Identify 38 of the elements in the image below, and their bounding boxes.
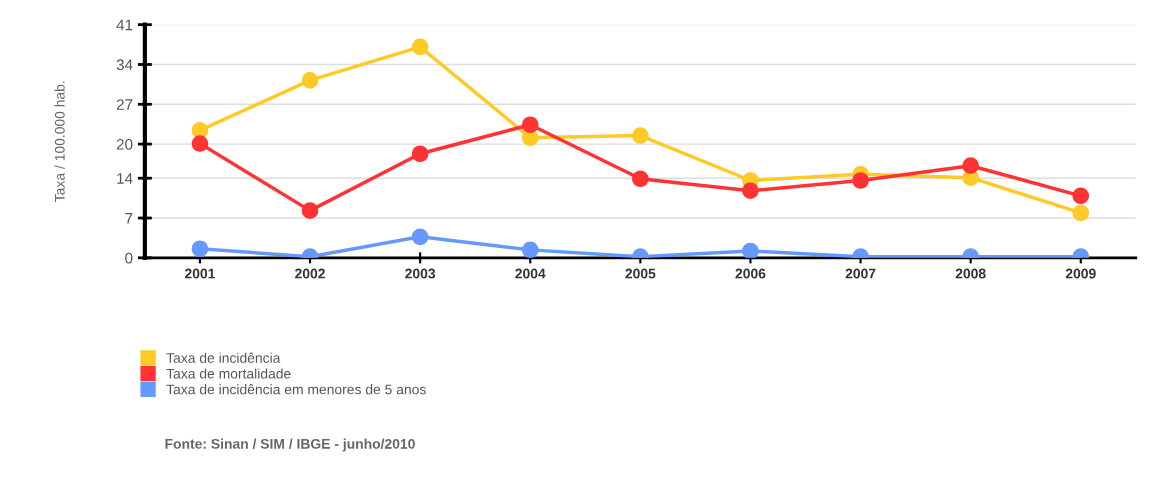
point bbox=[852, 172, 869, 189]
x-tick-label: 2005 bbox=[625, 268, 656, 279]
point bbox=[1072, 204, 1090, 222]
point bbox=[411, 145, 429, 163]
y-tick-label: 14 bbox=[117, 173, 133, 184]
point bbox=[632, 127, 649, 144]
y-tick-label: 41 bbox=[116, 19, 133, 31]
x-tick-label: 2004 bbox=[515, 268, 546, 279]
y-tick-label: 20 bbox=[116, 138, 133, 150]
x-tick-label: 2003 bbox=[405, 268, 436, 279]
y-tick-label: 27 bbox=[116, 99, 133, 110]
legend-label: Taxa de mortalidade bbox=[166, 368, 291, 379]
x-tick-label: 2009 bbox=[1065, 268, 1096, 279]
y-tick-label: 0 bbox=[125, 252, 133, 264]
point bbox=[411, 228, 429, 246]
source-note: Fonte: Sinan / SIM / IBGE - junho/2010 bbox=[165, 438, 415, 452]
point bbox=[191, 240, 209, 258]
legend-label: Taxa de incidência em menores de 5 anos bbox=[166, 384, 426, 395]
x-tick-label: 2008 bbox=[955, 268, 986, 279]
y-tick-label: 7 bbox=[125, 213, 133, 224]
point bbox=[521, 116, 539, 134]
x-tick-label: 2002 bbox=[295, 268, 325, 279]
point bbox=[411, 38, 429, 56]
legend-label: Taxa de incidência bbox=[166, 352, 281, 363]
x-tick-label: 2007 bbox=[845, 268, 876, 279]
x-tick-label: 2006 bbox=[735, 268, 766, 279]
point bbox=[521, 241, 539, 258]
point bbox=[1072, 187, 1090, 205]
point bbox=[301, 72, 319, 89]
y-axis-title: Taxa / 100.000 hab. bbox=[54, 81, 65, 202]
point bbox=[301, 202, 319, 219]
point bbox=[191, 135, 209, 152]
point bbox=[962, 157, 979, 175]
y-tick-label: 34 bbox=[116, 59, 133, 71]
point bbox=[742, 182, 759, 200]
point bbox=[632, 170, 649, 188]
x-tick-label: 2001 bbox=[184, 268, 215, 279]
point bbox=[742, 242, 759, 258]
